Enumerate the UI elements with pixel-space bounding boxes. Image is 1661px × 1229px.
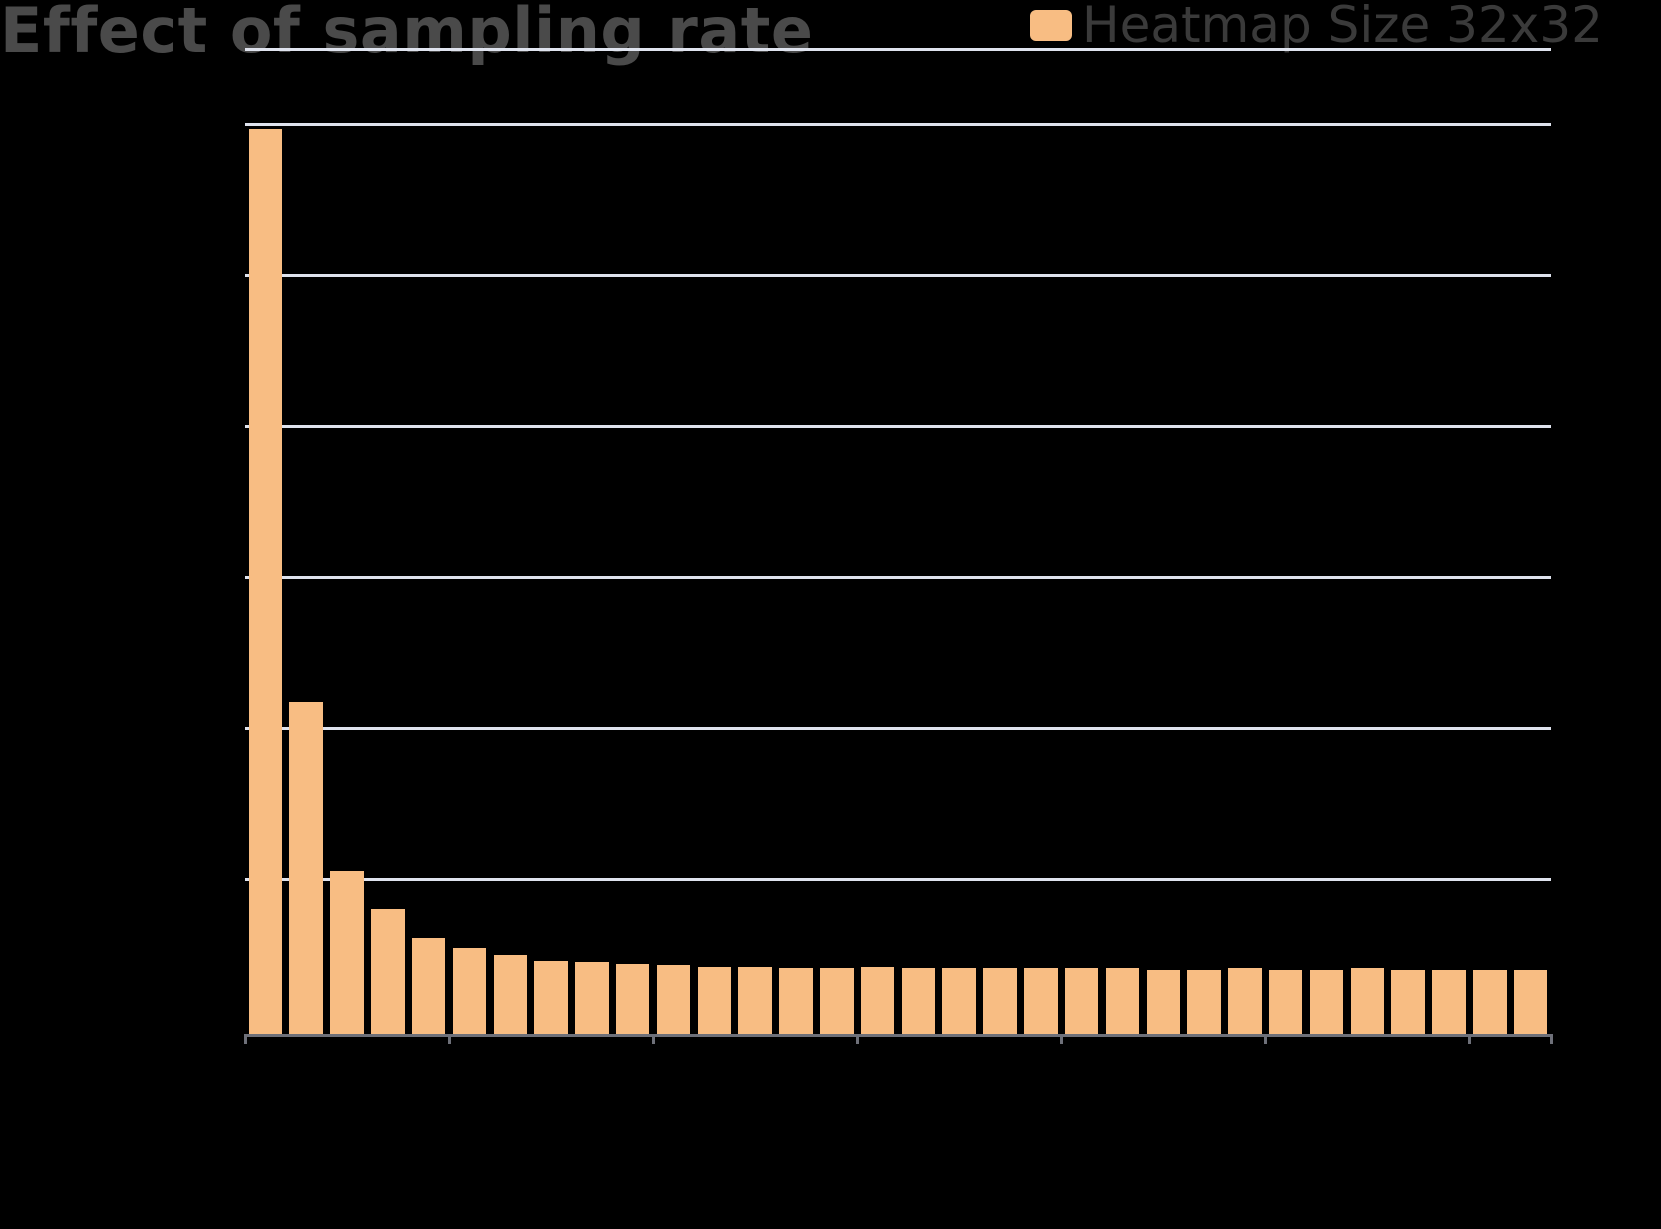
- bar[interactable]: [1513, 969, 1548, 1034]
- bar[interactable]: [1228, 968, 1262, 1034]
- x-tick: [1060, 1034, 1064, 1044]
- bar[interactable]: [1268, 969, 1303, 1034]
- legend: Heatmap Size 32x32: [1030, 0, 1603, 54]
- bar[interactable]: [534, 960, 568, 1034]
- bar[interactable]: [1024, 968, 1058, 1034]
- bar[interactable]: [779, 968, 813, 1034]
- bar[interactable]: [697, 966, 732, 1034]
- gridline: [245, 576, 1551, 579]
- bar[interactable]: [289, 702, 323, 1034]
- gridline: [245, 425, 1551, 428]
- x-tick: [1264, 1034, 1268, 1044]
- x-tick: [448, 1034, 452, 1044]
- bar[interactable]: [1064, 968, 1099, 1034]
- bar[interactable]: [411, 937, 446, 1034]
- x-axis-line: [245, 1034, 1551, 1037]
- x-tick: [652, 1034, 656, 1044]
- bar[interactable]: [493, 954, 527, 1034]
- bar[interactable]: [820, 968, 854, 1034]
- bar[interactable]: [575, 962, 609, 1034]
- x-tick: [856, 1034, 860, 1044]
- chart-title: Effect of sampling rate: [0, 0, 814, 67]
- bar[interactable]: [983, 968, 1017, 1034]
- bar[interactable]: [1391, 969, 1425, 1034]
- legend-swatch-icon: [1030, 9, 1072, 41]
- x-tick: [1468, 1034, 1472, 1044]
- bar[interactable]: [371, 909, 405, 1034]
- bar[interactable]: [330, 871, 364, 1034]
- bar[interactable]: [1432, 969, 1466, 1034]
- x-tick: [244, 1034, 247, 1044]
- bar[interactable]: [1350, 968, 1385, 1034]
- bar[interactable]: [1187, 969, 1221, 1034]
- bar[interactable]: [248, 128, 283, 1034]
- bar[interactable]: [738, 966, 772, 1034]
- gridline: [245, 878, 1551, 881]
- bar[interactable]: [1105, 968, 1140, 1034]
- bar[interactable]: [1146, 969, 1180, 1034]
- gridline: [245, 274, 1551, 277]
- bar[interactable]: [1309, 969, 1344, 1034]
- bar[interactable]: [656, 965, 691, 1034]
- bar[interactable]: [860, 966, 895, 1034]
- bar[interactable]: [452, 948, 487, 1034]
- plot-area: [245, 47, 1551, 1035]
- bar[interactable]: [1473, 969, 1507, 1034]
- gridline: [245, 727, 1551, 730]
- legend-label[interactable]: Heatmap Size 32x32: [1082, 0, 1603, 54]
- x-tick: [1550, 1034, 1553, 1044]
- bar[interactable]: [901, 968, 936, 1034]
- gridline: [245, 123, 1551, 126]
- bar[interactable]: [615, 963, 650, 1034]
- gridline: [245, 47, 1551, 51]
- bar[interactable]: [942, 968, 976, 1034]
